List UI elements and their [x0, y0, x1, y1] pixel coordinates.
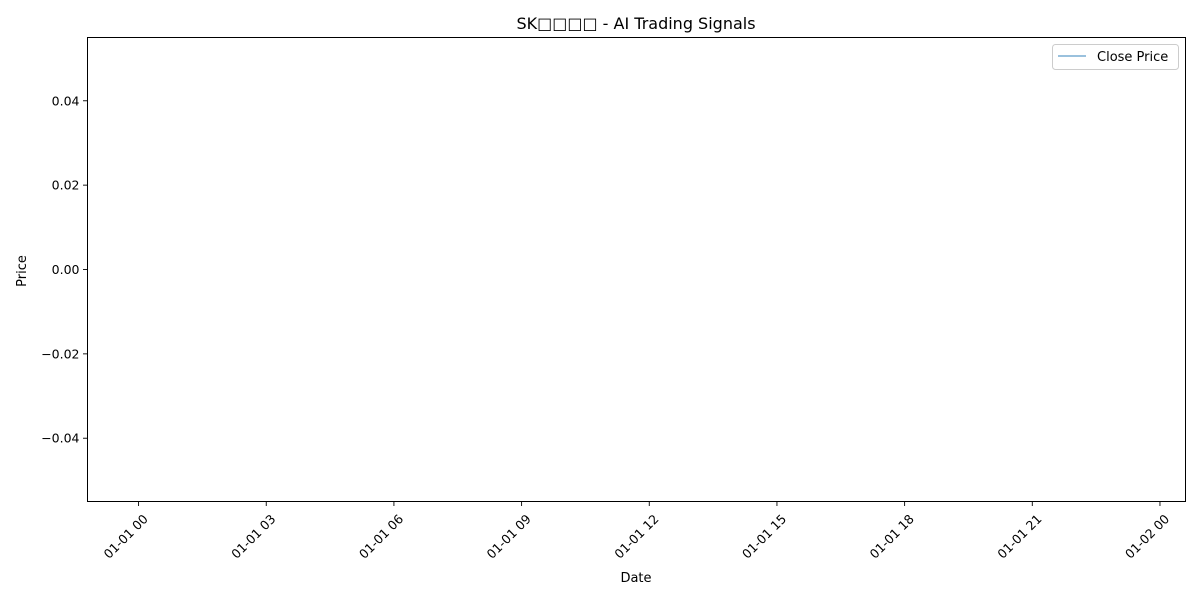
y-tick-label: −0.04	[41, 431, 79, 446]
y-axis: 0.04 0.02 0.00 −0.02 −0.04	[41, 93, 88, 446]
chart-title: SK□□□□ - AI Trading Signals	[516, 14, 755, 33]
x-tick-label: 01-01 12	[611, 511, 661, 561]
x-axis-label: Date	[620, 571, 651, 586]
x-tick-label: 01-01 03	[228, 511, 278, 561]
y-axis-label: Price	[15, 255, 30, 287]
y-tick-label: 0.04	[52, 93, 80, 108]
x-tick-label: 01-01 09	[484, 511, 534, 561]
y-tick-label: 0.02	[52, 178, 80, 193]
legend-box	[1052, 44, 1179, 70]
x-tick-label: 01-02 00	[1122, 511, 1172, 561]
x-axis: 01-01 00 01-01 03 01-01 06 01-01 09 01-01 12…	[101, 501, 1172, 562]
y-tick-label: 0.00	[52, 262, 80, 277]
x-tick-label: 01-01 15	[739, 511, 789, 561]
x-tick-label: 01-01 21	[994, 511, 1044, 561]
x-tick-label: 01-01 00	[101, 511, 151, 561]
legend: Close Price	[1052, 44, 1179, 70]
x-tick-label: 01-01 06	[356, 511, 406, 561]
x-tick-label: 01-01 18	[867, 511, 917, 561]
legend-entry-label: Close Price	[1097, 50, 1168, 65]
y-tick-label: −0.02	[41, 346, 79, 361]
plot-area	[87, 37, 1186, 502]
